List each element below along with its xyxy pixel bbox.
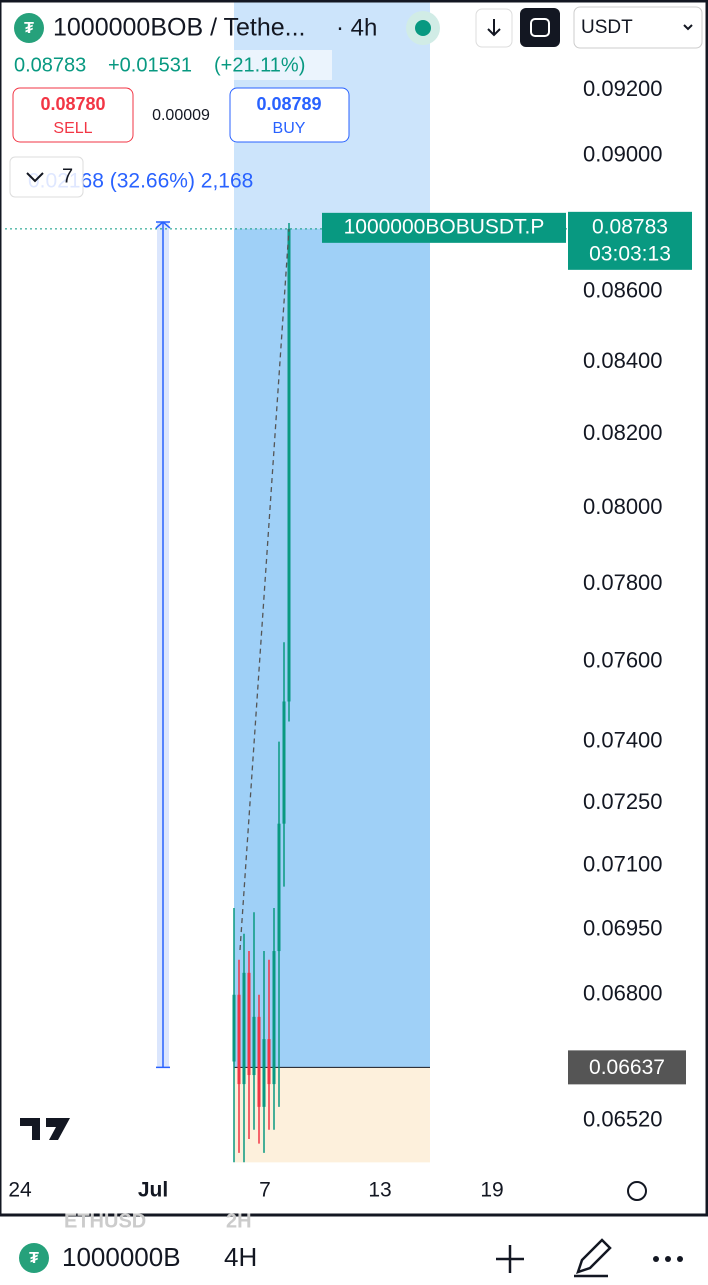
x-tick-label: Jul	[138, 1179, 168, 1202]
y-tick-label: 0.08000	[583, 494, 663, 519]
quote-price: 0.08783	[14, 54, 86, 76]
add-icon[interactable]	[496, 1245, 524, 1273]
range-shade	[234, 228, 430, 1068]
candle-body	[277, 823, 281, 952]
y-tick-label: 0.08200	[583, 420, 663, 445]
footer-interval[interactable]: 4H	[224, 1242, 257, 1272]
icon-glyph: ₮	[29, 1250, 39, 1267]
y-tick-label: 0.06950	[583, 915, 663, 940]
y-tick-label: 0.06520	[583, 1106, 663, 1131]
chevron	[683, 24, 693, 31]
x-tick-label: 13	[368, 1179, 391, 1202]
chart-area: 0.09200 0.09000 0.08600 0.08400 0.08200 0.080…	[5, 76, 692, 1202]
range-label: 0.06637	[589, 1056, 665, 1079]
buy-button[interactable]	[229, 87, 350, 143]
y-tick-label: 0.09200	[583, 76, 663, 101]
candle-body	[257, 1016, 261, 1107]
y-tick-label: 0.07600	[583, 648, 663, 673]
countdown: 03:03:13	[589, 242, 671, 265]
indicator-count: 7	[62, 165, 73, 187]
currency-select[interactable]	[573, 6, 703, 49]
buy-label: BUY	[273, 120, 306, 137]
buy-price: 0.08789	[256, 94, 321, 114]
candle-body	[282, 701, 286, 824]
y-tick-label: 0.09000	[583, 142, 663, 167]
candle-body	[287, 228, 291, 702]
y-tick-label: 0.07100	[583, 851, 663, 876]
download-icon	[487, 19, 501, 37]
candle-body	[252, 1016, 256, 1076]
candle-body	[267, 1039, 271, 1085]
draw-icon[interactable]	[574, 1238, 612, 1278]
y-tick-label: 0.06800	[583, 981, 663, 1006]
candle-body	[272, 951, 276, 1085]
y-tick-label: 0.08600	[583, 278, 663, 303]
quote-change: +0.01531	[108, 54, 192, 76]
sell-button[interactable]	[12, 87, 134, 143]
symbol-label: 1000000BOBUSDT.P	[344, 215, 545, 238]
candle-body	[232, 994, 236, 1062]
sell-label: SELL	[53, 120, 92, 137]
quote-bg	[6, 50, 332, 80]
x-tick-label: 19	[480, 1179, 503, 1202]
trend-line	[239, 228, 290, 951]
logo	[20, 1118, 70, 1140]
frame	[0, 0, 708, 1217]
x-tick-label: 24	[8, 1179, 32, 1202]
ghost-interval: 2H	[226, 1210, 252, 1232]
indicator-toggle[interactable]	[9, 156, 84, 198]
symbol-label-bg	[322, 212, 566, 243]
status-dot	[415, 20, 431, 36]
candle-body	[262, 1039, 266, 1107]
fullscreen-button[interactable]	[520, 8, 560, 47]
price-label-bg	[568, 211, 692, 270]
y-tick-label: 0.07250	[583, 789, 663, 814]
candle-body	[247, 972, 251, 1076]
measure-arrow	[155, 221, 171, 229]
range-shade-low	[234, 1067, 430, 1163]
range-label-bg	[568, 1050, 686, 1085]
spread: 0.00009	[152, 107, 210, 124]
icon-glyph: ₮	[24, 20, 34, 37]
x-tick-label: 7	[259, 1179, 271, 1202]
y-tick-label: 0.08400	[583, 348, 663, 373]
quote-change-pct: (+21.11%)	[214, 54, 305, 76]
measure-label: 0.02168 (32.66%) 2,168	[28, 170, 253, 193]
chevron	[26, 172, 44, 183]
currency: USDT	[581, 17, 633, 38]
candle-body	[237, 994, 241, 1085]
settings-icon[interactable]	[627, 1181, 647, 1201]
symbol-icon	[14, 13, 44, 43]
interval[interactable]: · 4h	[336, 14, 377, 41]
symbol-title[interactable]: 1000000BOB / Tethe...	[53, 14, 306, 42]
sell-price: 0.08780	[40, 94, 105, 114]
candle-body	[242, 972, 246, 1085]
fullscreen-icon	[530, 18, 550, 37]
y-tick-label: 0.07400	[583, 727, 663, 752]
more-icon[interactable]	[653, 1256, 683, 1262]
last-price-label: 0.08783	[592, 215, 668, 238]
y-tick-label: 0.07800	[583, 570, 663, 595]
footer-icon	[19, 1243, 49, 1273]
footer-symbol[interactable]: 1000000B	[62, 1242, 181, 1272]
ghost-symbol: ETHUSD	[64, 1210, 146, 1232]
